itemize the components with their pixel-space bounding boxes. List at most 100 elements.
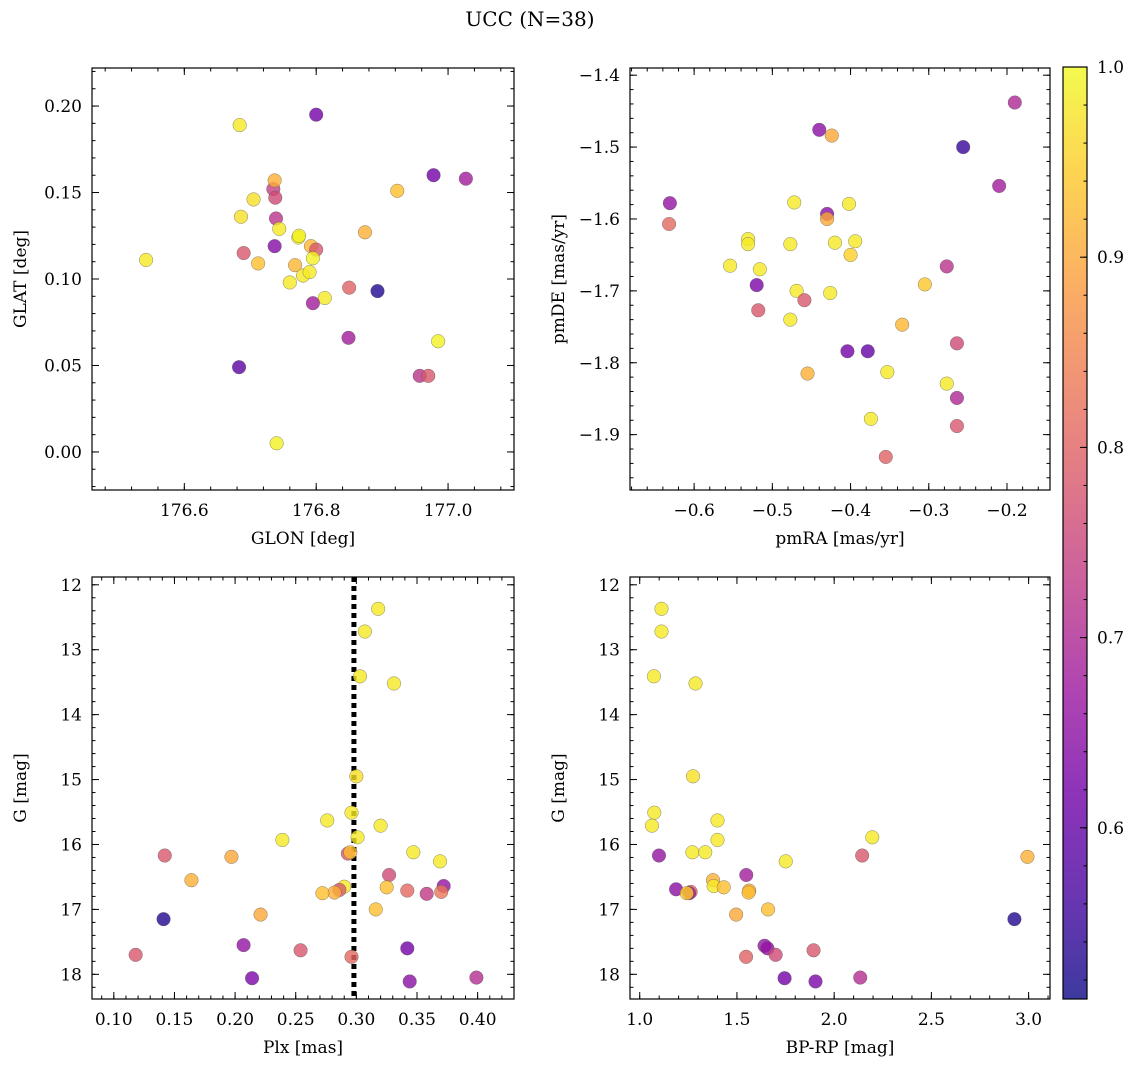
data-point: [992, 178, 1007, 193]
plot-frame: [629, 67, 1051, 491]
data-point: [352, 669, 368, 684]
y-tick-label: −1.9: [579, 426, 620, 446]
data-point: [679, 886, 694, 901]
data-point: [812, 122, 827, 137]
x-tick-label: −0.6: [673, 501, 714, 521]
x-tick-label: −0.4: [830, 501, 871, 521]
data-point: [878, 449, 893, 464]
x-tick-label: 0.40: [459, 1010, 497, 1030]
data-point: [344, 805, 359, 820]
data-point: [309, 107, 324, 122]
data-point: [368, 902, 383, 917]
plot-frame: [629, 576, 1051, 1000]
x-tick-label: 177.0: [424, 501, 473, 521]
data-point: [317, 290, 332, 306]
data-point: [291, 228, 307, 243]
data-point: [245, 971, 260, 986]
data-point: [741, 237, 756, 252]
colorbar-tick-label: 0.9: [1097, 248, 1124, 268]
x-tick-label: 0.20: [216, 1010, 254, 1030]
data-point: [710, 832, 725, 847]
data-point: [156, 912, 171, 927]
data-point: [939, 376, 954, 391]
x-axis-label: pmRA [mas/yr]: [775, 529, 904, 549]
panel-color-magnitude: 1.0 1.5 2.0 2.5 3.0 12 13 14 15 16 17 18 BP-RP [mag]…: [549, 576, 1051, 1058]
data-point: [349, 769, 364, 784]
data-point: [419, 886, 434, 901]
data-point: [233, 209, 249, 224]
y-tick-label: 0.05: [44, 356, 82, 376]
data-point: [823, 285, 838, 301]
data-point: [269, 436, 284, 451]
data-point: [789, 283, 804, 298]
data-point: [431, 334, 446, 349]
data-point: [236, 938, 251, 953]
y-tick-label: 14: [598, 706, 620, 726]
colorbar: 0.6 0.7 0.8 0.9 1.0: [1062, 58, 1124, 1000]
data-point: [357, 624, 372, 639]
data-points: [128, 601, 484, 989]
plot-frame: [91, 576, 515, 1000]
data-point: [1020, 849, 1035, 864]
data-point: [128, 947, 143, 962]
data-point: [662, 216, 677, 232]
x-tick-label: −0.5: [752, 501, 793, 521]
x-tick-label: 0.10: [95, 1010, 133, 1030]
data-point: [236, 246, 251, 261]
data-point: [342, 280, 357, 295]
data-point: [400, 883, 415, 898]
y-tick-label: −1.5: [579, 138, 620, 158]
y-tick-label: 0.20: [44, 97, 82, 117]
data-point: [739, 867, 754, 883]
x-axis-label: GLON [deg]: [251, 529, 355, 549]
data-point: [863, 411, 878, 426]
x-tick-label: 176.8: [292, 501, 341, 521]
data-point: [777, 971, 792, 986]
data-point: [768, 947, 783, 962]
data-point: [343, 845, 358, 860]
data-point: [783, 237, 798, 252]
data-point: [855, 848, 870, 863]
data-point: [800, 366, 815, 381]
data-point: [783, 312, 798, 327]
panel-proper-motion: −0.6 −0.5 −0.4 −0.3 −0.2 −1.9 −1.8 −1.7 −1.6 −1.5…: [549, 66, 1051, 549]
data-point: [373, 818, 388, 833]
colorbar-tick-label: 0.8: [1097, 438, 1124, 458]
data-point: [379, 880, 394, 895]
data-point: [644, 818, 660, 833]
y-tick-label: −1.4: [579, 66, 620, 86]
data-point: [390, 183, 405, 198]
data-point: [654, 601, 669, 616]
data-point: [434, 884, 449, 899]
data-point: [302, 265, 317, 280]
y-tick-label: −1.7: [579, 282, 620, 302]
data-point: [787, 195, 802, 210]
colorbar-gradient: [1063, 67, 1087, 999]
y-tick-label: 17: [598, 900, 620, 920]
data-point: [662, 196, 677, 211]
figure-title: UCC (N=38): [465, 7, 594, 31]
data-point: [268, 190, 283, 205]
data-point: [939, 259, 954, 274]
y-tick-label: 14: [60, 706, 82, 726]
data-point: [956, 140, 971, 155]
data-point: [752, 262, 767, 277]
data-point: [406, 845, 421, 860]
x-axis-label: Plx [mas]: [263, 1038, 343, 1058]
data-points: [644, 601, 1035, 989]
data-point: [402, 974, 417, 989]
y-tick-label: −1.8: [579, 354, 620, 374]
data-point: [778, 854, 793, 869]
data-point: [267, 239, 282, 254]
data-point: [827, 235, 842, 250]
data-point: [651, 848, 667, 863]
colorbar-tick-label: 0.6: [1097, 819, 1124, 839]
y-axis-label: G [mag]: [549, 753, 569, 822]
data-point: [327, 885, 342, 900]
x-tick-label: 1.0: [626, 1010, 653, 1030]
data-point: [761, 902, 776, 917]
y-tick-label: 15: [598, 771, 620, 791]
data-point: [320, 813, 335, 828]
data-point: [860, 344, 875, 359]
data-point: [421, 368, 436, 383]
